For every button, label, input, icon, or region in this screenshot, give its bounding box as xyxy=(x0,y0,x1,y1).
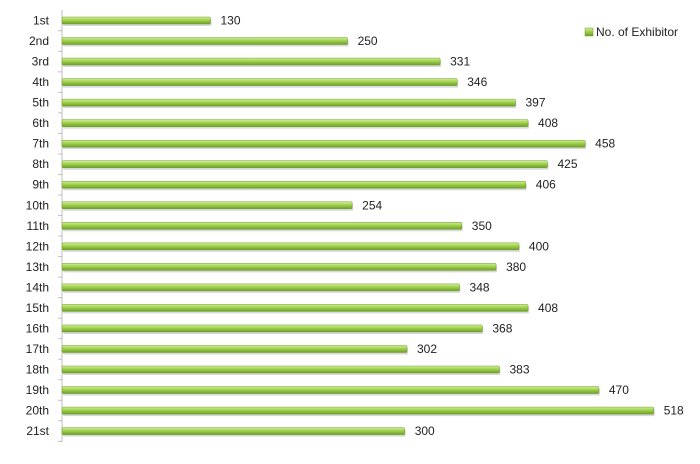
value-label: 408 xyxy=(538,301,558,315)
value-label: 350 xyxy=(472,219,492,233)
bar xyxy=(61,16,211,25)
bar xyxy=(61,37,348,45)
bar xyxy=(61,283,460,292)
value-label: 470 xyxy=(609,383,629,397)
bar xyxy=(61,119,529,127)
category-label: 13th xyxy=(26,260,49,274)
category-label: 16th xyxy=(26,321,49,335)
category-label: 3rd xyxy=(32,55,49,69)
value-label: 130 xyxy=(221,14,241,28)
bar xyxy=(61,324,483,333)
category-label: 6th xyxy=(32,116,49,130)
bar xyxy=(61,160,548,168)
category-label: 20th xyxy=(26,404,49,418)
bar xyxy=(61,242,520,251)
category-label: 21st xyxy=(26,424,49,438)
bar xyxy=(61,98,516,107)
bar xyxy=(61,222,463,230)
category-label: 19th xyxy=(26,383,49,397)
legend: No. of Exhibitor xyxy=(584,25,678,39)
category-label: 14th xyxy=(26,280,49,294)
bar xyxy=(61,57,441,66)
bar xyxy=(61,427,405,435)
value-label: 406 xyxy=(536,178,556,192)
legend-swatch xyxy=(584,27,594,37)
value-label: 397 xyxy=(525,96,545,110)
legend-label: No. of Exhibitor xyxy=(596,25,678,39)
value-label: 425 xyxy=(557,157,577,171)
category-label: 17th xyxy=(26,342,49,356)
bar xyxy=(61,180,527,189)
bar xyxy=(61,139,586,148)
value-label: 346 xyxy=(467,75,487,89)
bar xyxy=(61,365,500,374)
value-label: 302 xyxy=(417,342,437,356)
category-label: 4th xyxy=(32,75,49,89)
bar xyxy=(61,78,458,86)
bar xyxy=(61,263,497,271)
category-label: 5th xyxy=(32,96,49,110)
category-label: 18th xyxy=(26,363,49,377)
bar xyxy=(61,345,408,353)
category-label: 2nd xyxy=(29,34,49,48)
category-label: 11th xyxy=(27,219,49,233)
value-label: 380 xyxy=(506,260,526,274)
value-label: 250 xyxy=(358,34,378,48)
value-label: 408 xyxy=(538,116,558,130)
category-label: 12th xyxy=(26,239,49,253)
value-label: 400 xyxy=(529,239,549,253)
value-label: 300 xyxy=(415,424,435,438)
value-label: 518 xyxy=(664,404,684,418)
bar xyxy=(61,406,654,415)
bars-group xyxy=(61,16,655,437)
value-label: 368 xyxy=(492,321,512,335)
category-label: 8th xyxy=(32,157,49,171)
category-label: 10th xyxy=(26,198,49,212)
category-label: 15th xyxy=(26,301,49,315)
value-label: 383 xyxy=(510,363,530,377)
labels-group: 1st 130 2nd 250 3rd 331 4th 346 5th 397 6th 408 7th 4… xyxy=(26,14,684,442)
value-label: 254 xyxy=(362,198,382,212)
category-label: 9th xyxy=(32,178,49,192)
bar xyxy=(61,201,353,210)
category-label: 1st xyxy=(33,14,50,28)
bar xyxy=(61,304,529,312)
value-label: 458 xyxy=(595,137,615,151)
bar xyxy=(61,386,600,394)
value-label: 348 xyxy=(470,280,490,294)
category-label: 7th xyxy=(32,137,49,151)
value-label: 331 xyxy=(450,55,470,69)
